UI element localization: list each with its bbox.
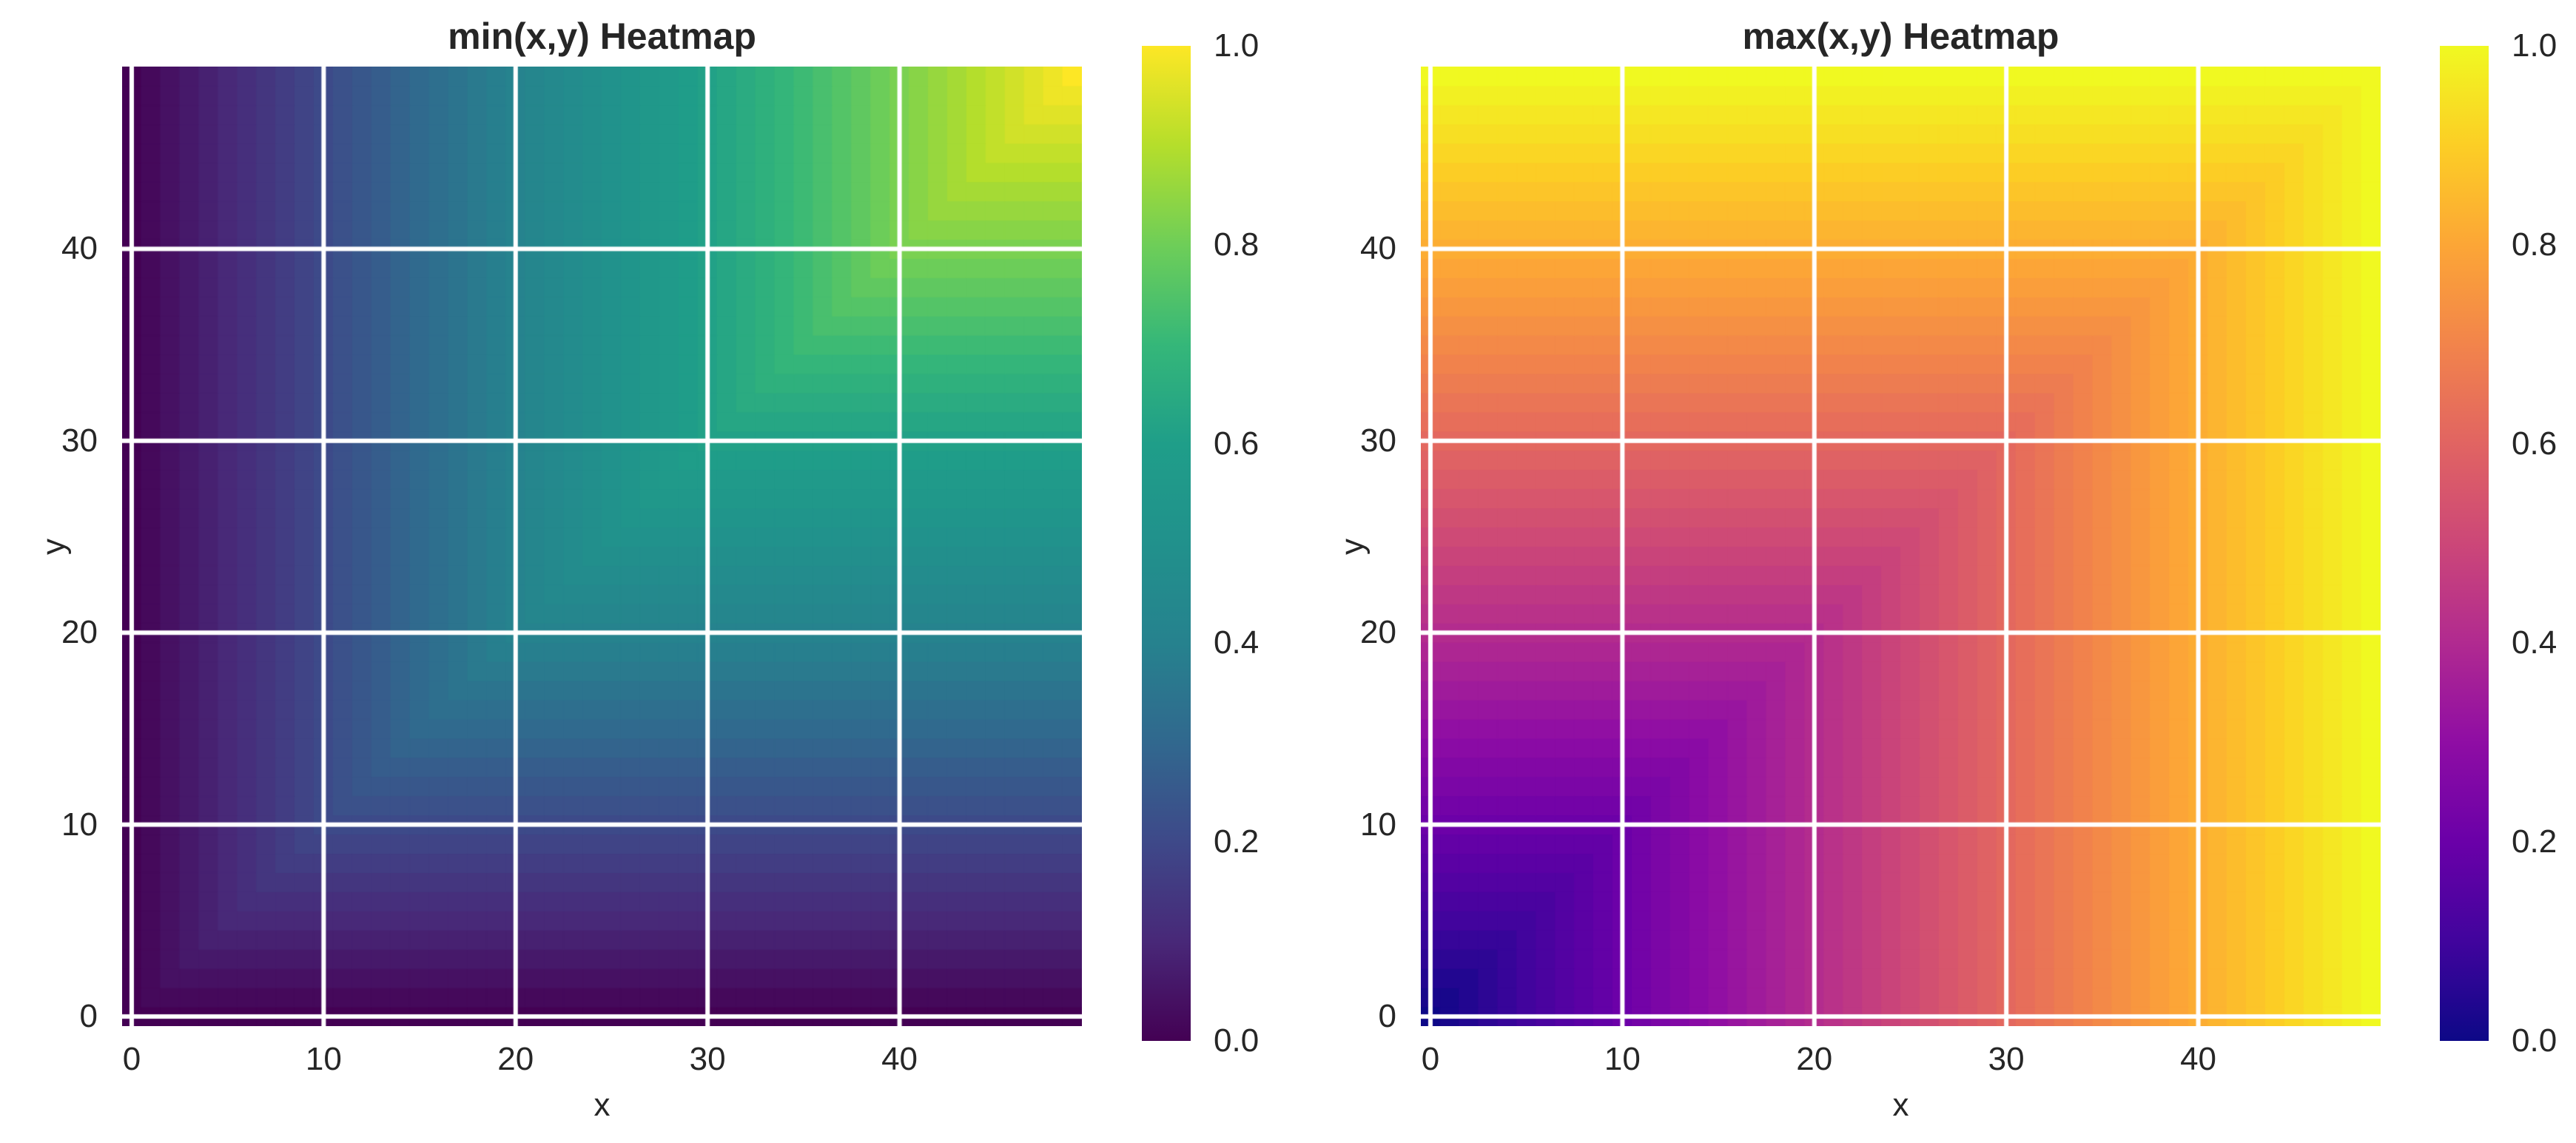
x-tick-label: 20 bbox=[497, 1041, 534, 1077]
y-tick-label: 0 bbox=[79, 998, 98, 1035]
y-tick-label: 10 bbox=[61, 806, 98, 843]
x-tick-label: 10 bbox=[305, 1041, 342, 1077]
x-axis-label: x bbox=[1892, 1087, 1909, 1123]
max-heatmap-image bbox=[1421, 67, 2381, 1026]
x-tick-label: 30 bbox=[1988, 1041, 2025, 1077]
colorbar-plasma bbox=[2440, 46, 2489, 1041]
x-axis-label: x bbox=[593, 1087, 611, 1123]
colorbar-tick-label: 0.2 bbox=[1214, 823, 1260, 860]
y-tick-label: 30 bbox=[61, 422, 98, 459]
colorbar-viridis bbox=[1142, 46, 1191, 1041]
y-tick-label: 30 bbox=[1360, 422, 1396, 459]
x-tick-label: 30 bbox=[689, 1041, 726, 1077]
x-tick-label: 20 bbox=[1796, 1041, 1833, 1077]
colorbar-tick-label: 0.8 bbox=[1214, 226, 1260, 263]
x-tick-label: 40 bbox=[881, 1041, 918, 1077]
colorbar-tick-label: 0.4 bbox=[2512, 624, 2557, 661]
x-tick-label: 40 bbox=[2180, 1041, 2217, 1077]
colorbar-tick-label: 0.0 bbox=[1214, 1022, 1260, 1059]
y-tick-label: 40 bbox=[1360, 230, 1396, 267]
y-tick-label: 0 bbox=[1378, 998, 1396, 1035]
colorbar-tick-label: 0.8 bbox=[2512, 226, 2557, 263]
y-axis-label: y bbox=[1334, 538, 1371, 555]
x-tick-label: 10 bbox=[1604, 1041, 1641, 1077]
y-tick-label: 20 bbox=[1360, 614, 1396, 651]
min-heatmap-image bbox=[122, 67, 1082, 1026]
plot-title: min(x,y) Heatmap bbox=[448, 16, 756, 57]
colorbar-tick-label: 0.4 bbox=[1214, 624, 1260, 661]
y-tick-label: 20 bbox=[61, 614, 98, 651]
x-tick-label: 0 bbox=[1421, 1041, 1440, 1077]
colorbar-tick-label: 0.0 bbox=[2512, 1022, 2557, 1059]
colorbar-tick-label: 0.6 bbox=[2512, 425, 2557, 462]
colorbar-tick-label: 1.0 bbox=[2512, 27, 2557, 64]
x-tick-label: 0 bbox=[122, 1041, 141, 1077]
y-tick-label: 10 bbox=[1360, 806, 1396, 843]
colorbar-tick-label: 0.6 bbox=[1214, 425, 1260, 462]
y-tick-label: 40 bbox=[61, 230, 98, 267]
plot-title: max(x,y) Heatmap bbox=[1742, 16, 2059, 57]
colorbar-tick-label: 1.0 bbox=[1214, 27, 1260, 64]
colorbar-tick-label: 0.2 bbox=[2512, 823, 2557, 860]
